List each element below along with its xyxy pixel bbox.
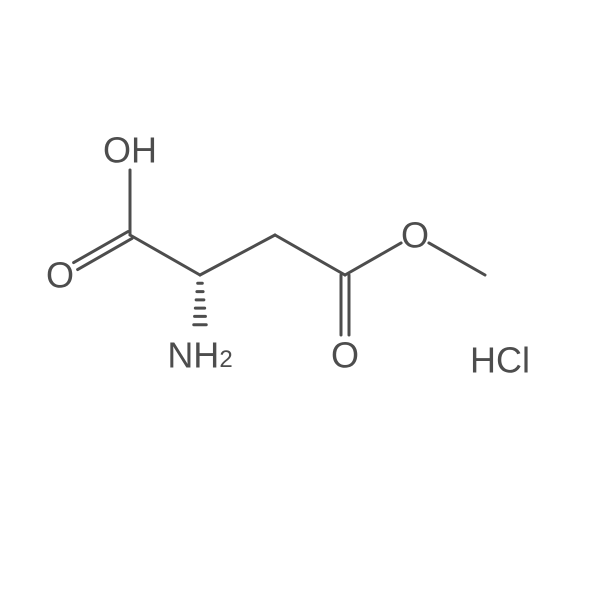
atom-label: O [331, 335, 359, 376]
molecule-diagram: O OH NH2 O O HCl [0, 0, 600, 600]
bond [345, 243, 401, 275]
atom-label: O [46, 255, 74, 296]
atom-label: NH2 [167, 335, 232, 376]
atom-label: O [401, 215, 429, 256]
atom-label: OH [103, 130, 157, 171]
salt-label: HCl [470, 340, 530, 381]
bond [429, 243, 485, 275]
bond [200, 235, 275, 275]
bond [275, 235, 345, 275]
bond [130, 235, 200, 275]
